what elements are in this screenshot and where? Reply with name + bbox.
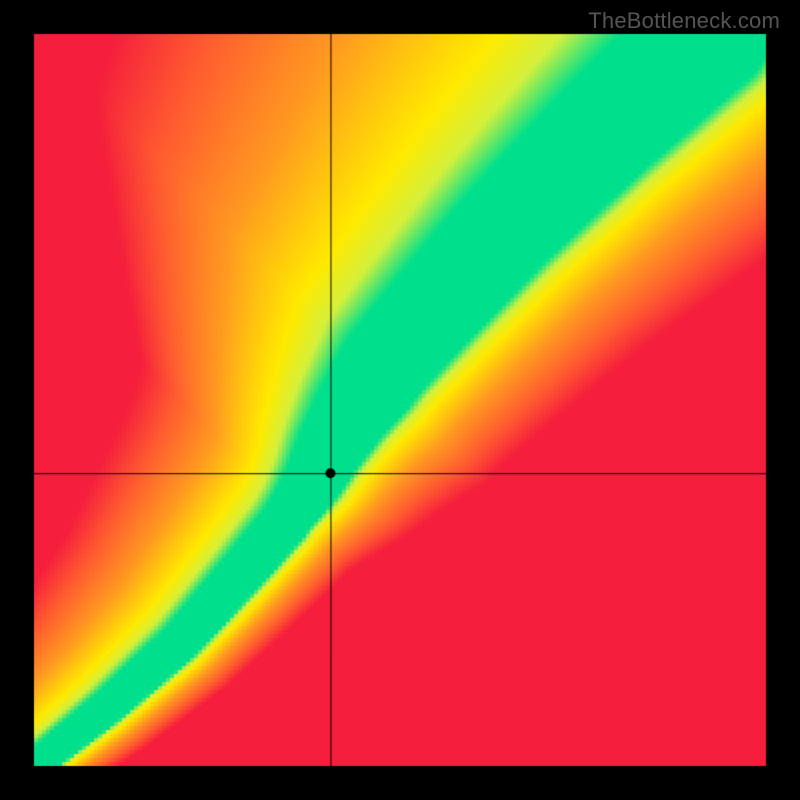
chart-container: TheBottleneck.com — [0, 0, 800, 800]
bottleneck-heatmap — [0, 0, 800, 800]
watermark-text: TheBottleneck.com — [588, 8, 780, 34]
